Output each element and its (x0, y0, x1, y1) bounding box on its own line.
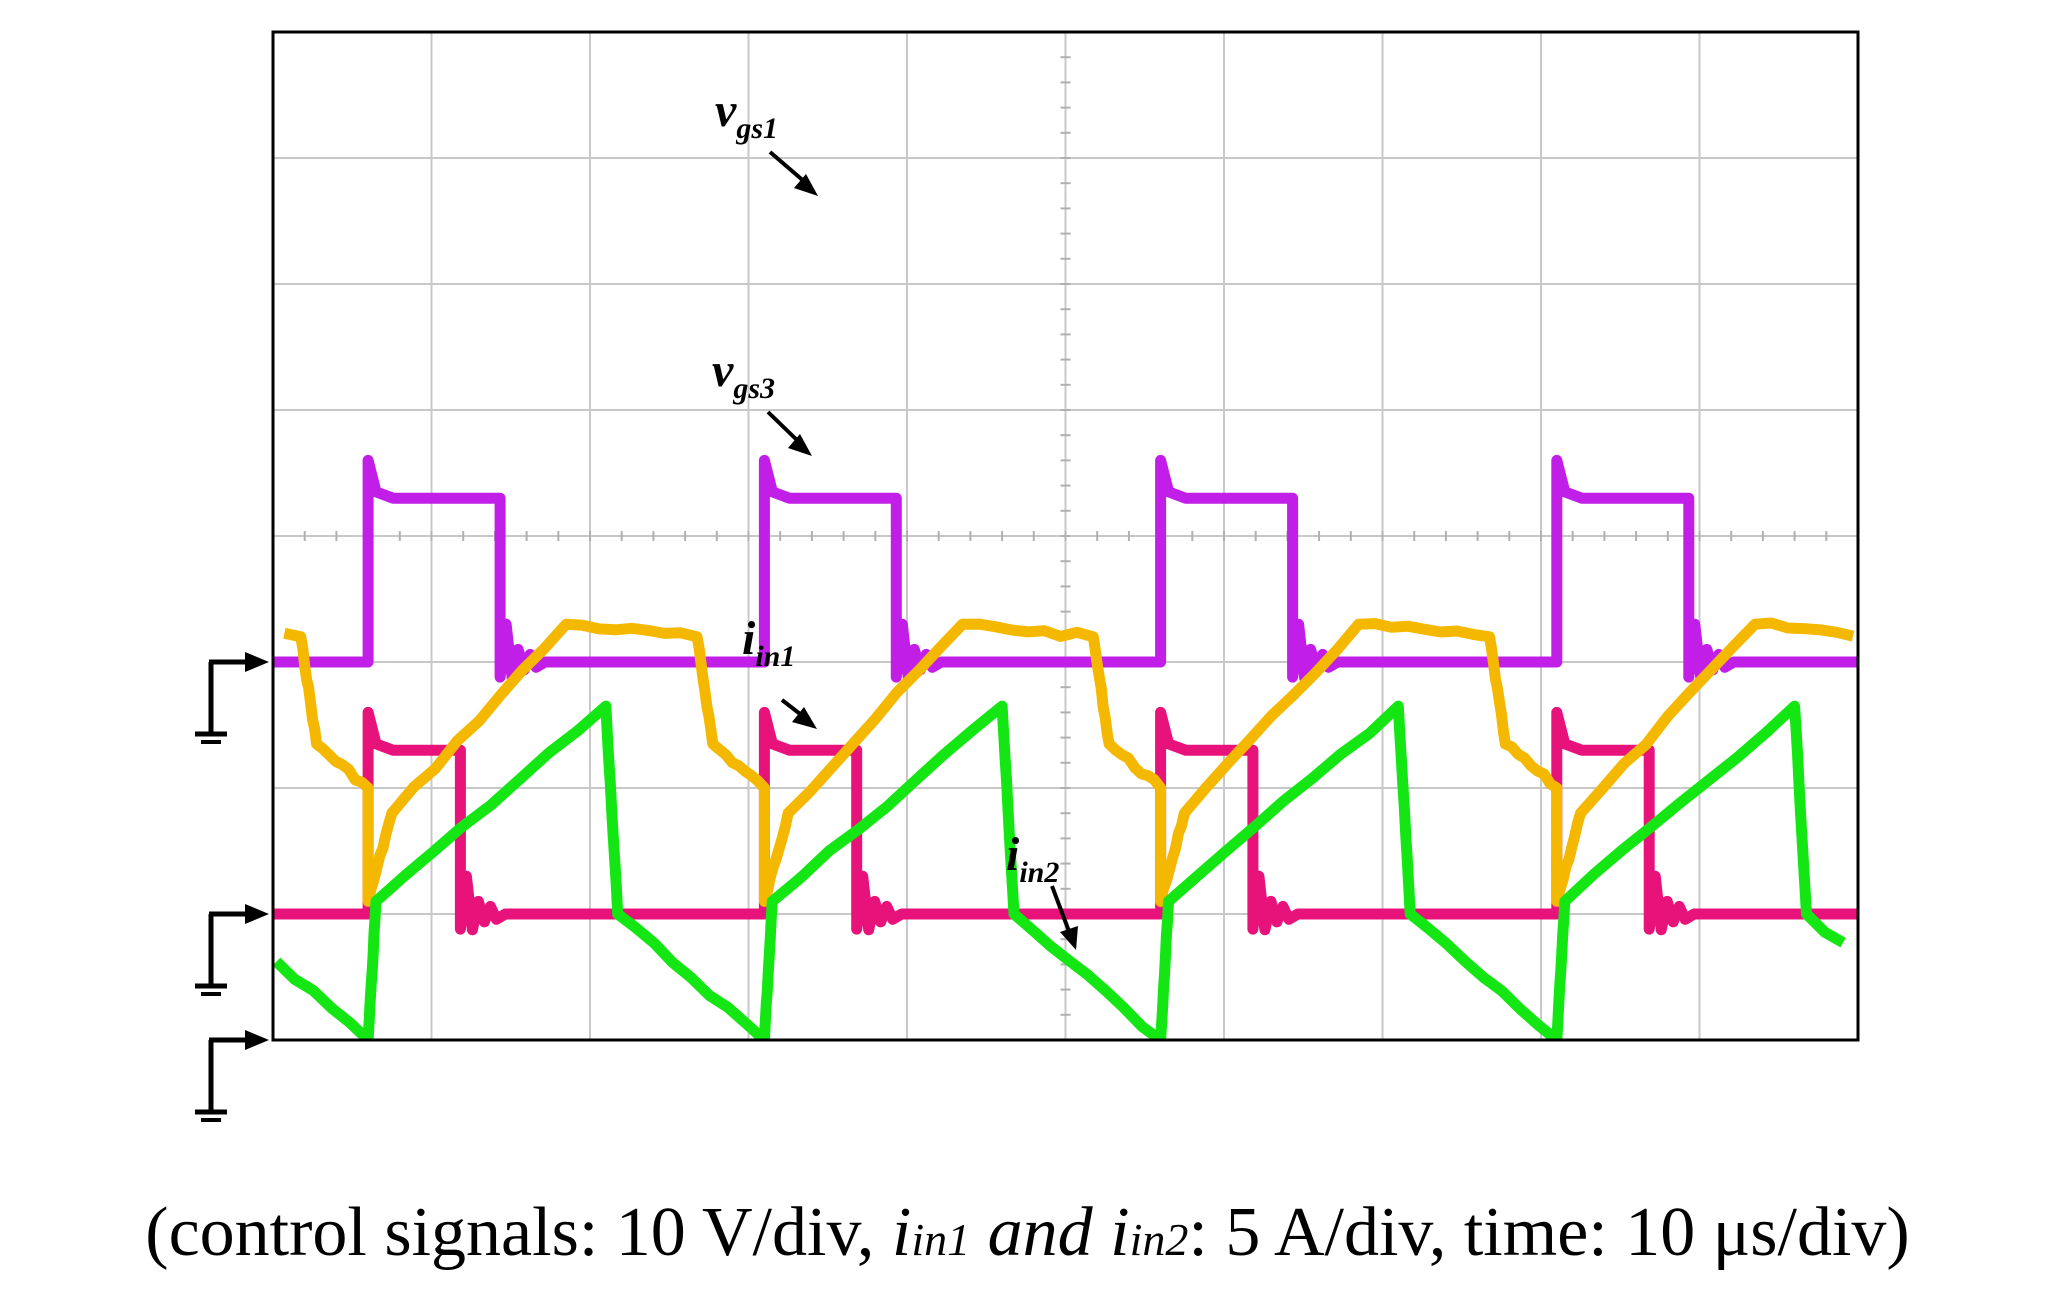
label-iin1: iin1 (742, 612, 795, 673)
oscilloscope-screen: vgs1 vgs3 iin1 iin2 (195, 30, 1860, 1122)
ground-markers (195, 652, 269, 1122)
label-vgs1: vgs1 (715, 84, 778, 145)
arrow-vgs3 (766, 410, 812, 456)
label-iin2: iin2 (1006, 828, 1059, 889)
arrow-vgs1 (768, 150, 818, 196)
trace-iin2 (273, 700, 1846, 1040)
figure-caption: (control signals: 10 V/div, iin1 and iin… (0, 1198, 2055, 1268)
caption-prefix: (control signals: 10 V/div, (145, 1194, 892, 1271)
caption-iin1: iin1 (891, 1194, 971, 1271)
arrow-iin2 (1050, 885, 1078, 950)
scope-grid (272, 31, 1859, 1041)
caption-and: and (970, 1194, 1111, 1271)
ground-icon (195, 904, 269, 996)
caption-iin2: iin2 (1110, 1194, 1189, 1271)
caption-suffix: : 5 A/div, time: 10 μs/div) (1188, 1194, 1910, 1271)
trace-vgs3 (273, 706, 1858, 936)
ground-icon (195, 652, 269, 744)
trace-vgs1 (273, 454, 1858, 684)
arrow-iin1 (780, 698, 817, 729)
trace-iin1 (283, 617, 1855, 907)
scope-frame (271, 30, 1860, 1042)
label-vgs3: vgs3 (712, 344, 775, 405)
scope-traces (273, 454, 1858, 1040)
ground-icon (195, 1030, 269, 1122)
